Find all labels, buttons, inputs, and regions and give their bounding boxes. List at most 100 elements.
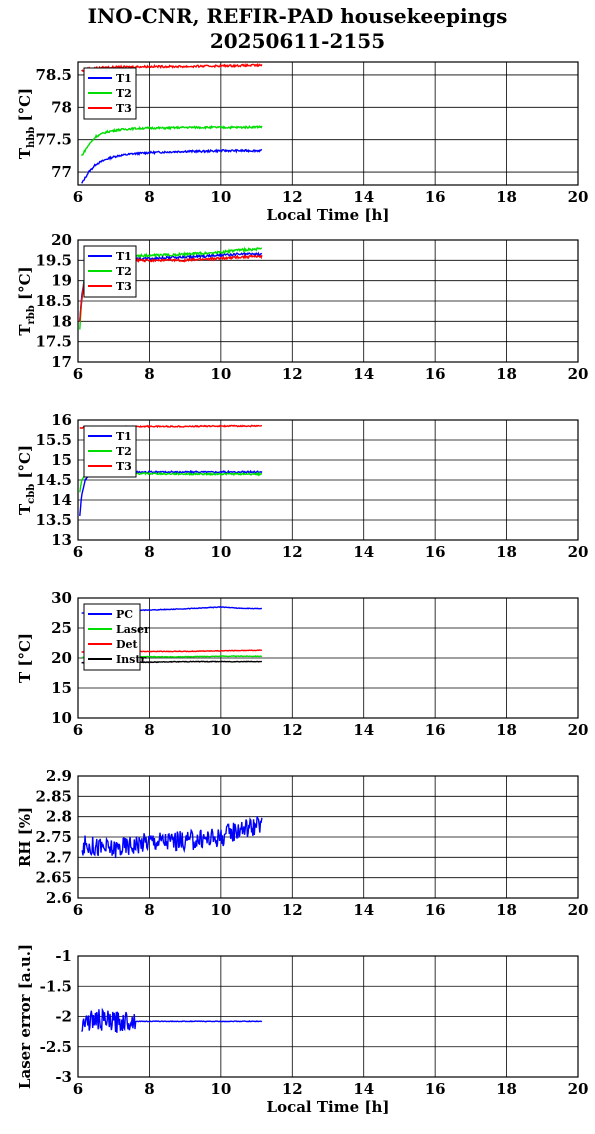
legend-label: T1 (116, 430, 132, 443)
chart-6: 6 8 10 12 14 16 18 20 -3 -2.5 -2 -1.5 -1 Local Time [… (16, 944, 588, 1116)
y-axis-label: Tcbb [°C] (16, 445, 37, 515)
y-tick-label: 77.5 (35, 131, 72, 149)
x-tick-label: 18 (496, 365, 517, 383)
x-tick-label: 18 (496, 1080, 517, 1098)
x-tick-label: 18 (496, 901, 517, 919)
x-tick-label: 10 (210, 901, 231, 919)
plot-frame (77, 597, 579, 719)
x-tick-label: 6 (73, 365, 83, 383)
x-tick-label: 14 (353, 721, 374, 739)
x-tick-label: 16 (425, 365, 446, 383)
x-axis-label: Local Time [h] (267, 1098, 390, 1116)
x-tick-label: 12 (282, 543, 303, 561)
y-tick-label: 30 (51, 589, 72, 607)
plot-frame (77, 955, 579, 1078)
y-tick-label: -1.5 (40, 977, 72, 995)
x-tick-label: 6 (73, 721, 83, 739)
x-tick-label: 8 (144, 721, 154, 739)
x-tick-label: 12 (282, 365, 303, 383)
x-tick-label: 6 (73, 188, 83, 206)
x-tick-label: 16 (425, 721, 446, 739)
y-tick-label: 2.65 (35, 869, 72, 887)
series-line-data (81, 1007, 263, 1033)
y-tick-label: 15.5 (35, 431, 72, 449)
plot-frame (77, 775, 579, 899)
x-tick-label: 6 (73, 1080, 83, 1098)
y-tick-label: -2 (55, 1008, 72, 1026)
y-tick-label: 17 (51, 353, 72, 371)
y-tick-label: 78 (51, 98, 72, 116)
y-tick-label: 10 (51, 709, 72, 727)
legend-label: Instr (116, 653, 146, 666)
x-tick-label: 20 (568, 543, 589, 561)
x-tick-label: 20 (568, 901, 589, 919)
x-tick-label: 10 (210, 188, 231, 206)
legend: PC Laser Det Instr (83, 603, 150, 671)
legend-label: PC (116, 608, 133, 621)
x-tick-label: 20 (568, 188, 589, 206)
y-axis-label: RH [%] (16, 807, 34, 867)
x-tick-label: 12 (282, 721, 303, 739)
chart-3: 6 8 10 12 14 16 18 20 13 13.5 14 14.5 15 15.5 16 Tcbb [… (16, 411, 588, 561)
x-tick-label: 12 (282, 1080, 303, 1098)
figure-title: INO-CNR, REFIR-PAD housekeepings 2025061… (0, 4, 595, 54)
legend: T1 T2 T3 (83, 67, 137, 120)
y-tick-label: 14.5 (35, 471, 72, 489)
series-line-t2 (80, 124, 263, 157)
plot-frame (77, 239, 579, 363)
x-tick-label: 16 (425, 543, 446, 561)
x-tick-label: 8 (144, 365, 154, 383)
y-tick-label: -1 (55, 947, 72, 965)
y-tick-label: 18 (51, 312, 72, 330)
y-tick-label: 13 (51, 531, 72, 549)
chart-4: 6 8 10 12 14 16 18 20 10 15 20 25 30 T [°C] PC Laser Det… (16, 589, 588, 739)
x-tick-label: 14 (353, 188, 374, 206)
x-tick-label: 10 (210, 1080, 231, 1098)
legend-label: T3 (116, 460, 132, 473)
legend-label: T3 (116, 102, 132, 115)
y-tick-label: 2.7 (46, 848, 72, 866)
x-tick-label: 20 (568, 721, 589, 739)
x-tick-label: 14 (353, 1080, 374, 1098)
legend: T1 T2 T3 (83, 245, 137, 298)
y-tick-label: 14 (51, 491, 72, 509)
legend-label: T3 (116, 280, 132, 293)
y-tick-label: 2.8 (46, 808, 72, 826)
x-tick-label: 8 (144, 543, 154, 561)
y-tick-label: 15 (51, 679, 72, 697)
legend-label: T2 (116, 445, 132, 458)
y-tick-label: -3 (55, 1068, 72, 1086)
x-tick-label: 8 (144, 901, 154, 919)
x-tick-label: 10 (210, 543, 231, 561)
title-line-1: INO-CNR, REFIR-PAD housekeepings (87, 4, 508, 28)
chart-2: 6 8 10 12 14 16 18 20 17 17.5 18 18.5 19 19.5 20 Trbb [… (16, 231, 588, 383)
chart-1: 6 8 10 12 14 16 18 20 77 77.5 78 78.5 Local Time [h]… (16, 61, 589, 224)
x-tick-label: 18 (496, 721, 517, 739)
plot-frame (77, 61, 579, 186)
x-tick-label: 16 (425, 901, 446, 919)
legend-label: T2 (116, 87, 132, 100)
y-tick-label: 18.5 (35, 292, 72, 310)
x-tick-label: 20 (568, 1080, 589, 1098)
y-tick-label: 2.75 (35, 828, 72, 846)
x-tick-label: 8 (144, 188, 154, 206)
x-tick-label: 12 (282, 188, 303, 206)
x-tick-label: 12 (282, 901, 303, 919)
x-tick-label: 20 (568, 365, 589, 383)
legend-label: T1 (116, 250, 132, 263)
x-tick-label: 14 (353, 543, 374, 561)
x-tick-label: 18 (496, 543, 517, 561)
y-tick-label: 15 (51, 451, 72, 469)
series-line-t1 (79, 469, 263, 517)
x-tick-label: 14 (353, 365, 374, 383)
y-tick-label: 77 (51, 163, 72, 181)
x-tick-label: 6 (73, 901, 83, 919)
x-tick-label: 10 (210, 721, 231, 739)
y-axis-label: Thbb [°C] (16, 88, 37, 159)
y-tick-label: 17.5 (35, 333, 72, 351)
y-tick-label: 78.5 (35, 66, 72, 84)
y-tick-label: 13.5 (35, 511, 72, 529)
y-tick-label: 19 (51, 272, 72, 290)
legend-label: T1 (116, 72, 132, 85)
